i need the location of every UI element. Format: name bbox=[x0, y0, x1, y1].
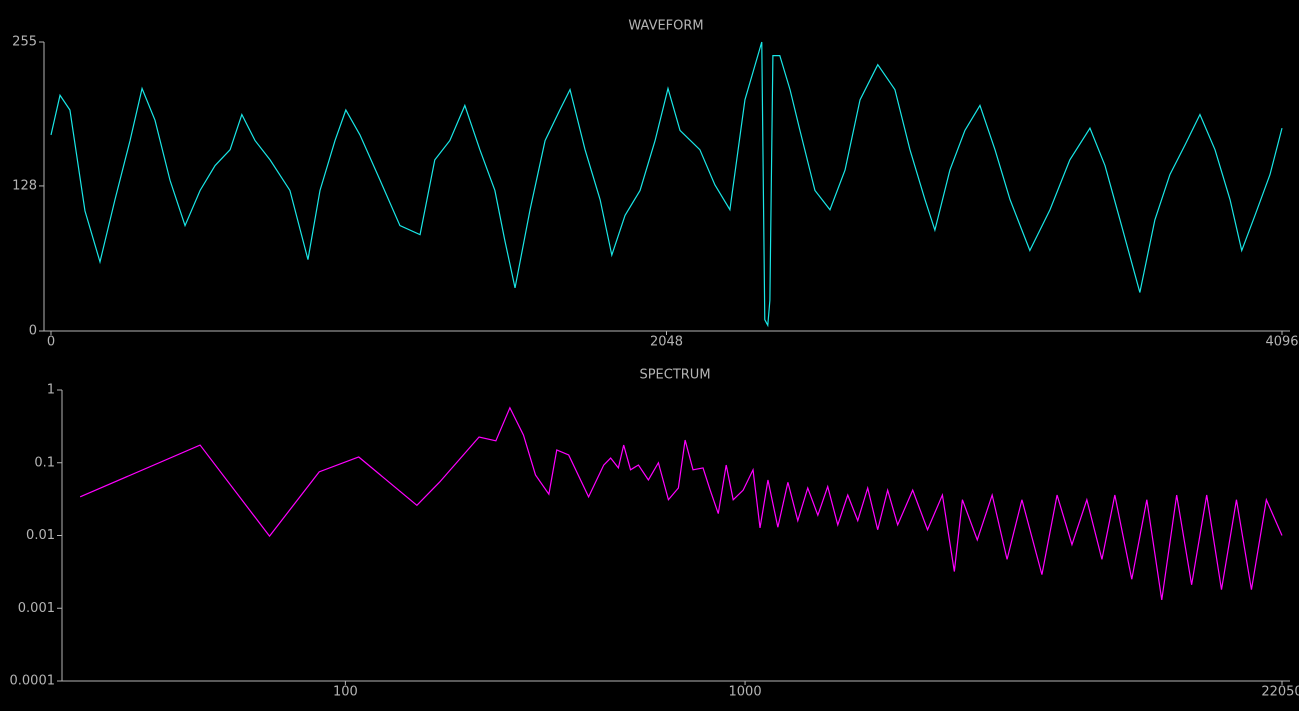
y-tick-label: 0.01 bbox=[26, 528, 55, 543]
y-tick-label: 255 bbox=[12, 35, 37, 50]
line bbox=[50, 41, 1283, 328]
y-tick-label: 1 bbox=[47, 383, 55, 398]
y-tick-label: 0.001 bbox=[18, 601, 55, 616]
line bbox=[79, 406, 1283, 601]
chart-title: SPECTRUM bbox=[639, 368, 710, 383]
x-tick-label: 1000 bbox=[729, 685, 762, 700]
x-tick-label: 4096 bbox=[1265, 335, 1298, 350]
x-tick-label: 100 bbox=[333, 685, 358, 700]
y-tick-label: 0.1 bbox=[34, 455, 55, 470]
x-tick-label: 0 bbox=[47, 335, 55, 350]
chart-title: WAVEFORM bbox=[628, 19, 703, 34]
x-tick-label: 22050 bbox=[1261, 685, 1299, 700]
y-tick-label: 0.0001 bbox=[10, 674, 56, 689]
x-tick-label: 2048 bbox=[650, 335, 683, 350]
y-tick-label: 0 bbox=[29, 324, 37, 339]
y-tick-label: 128 bbox=[12, 178, 37, 193]
